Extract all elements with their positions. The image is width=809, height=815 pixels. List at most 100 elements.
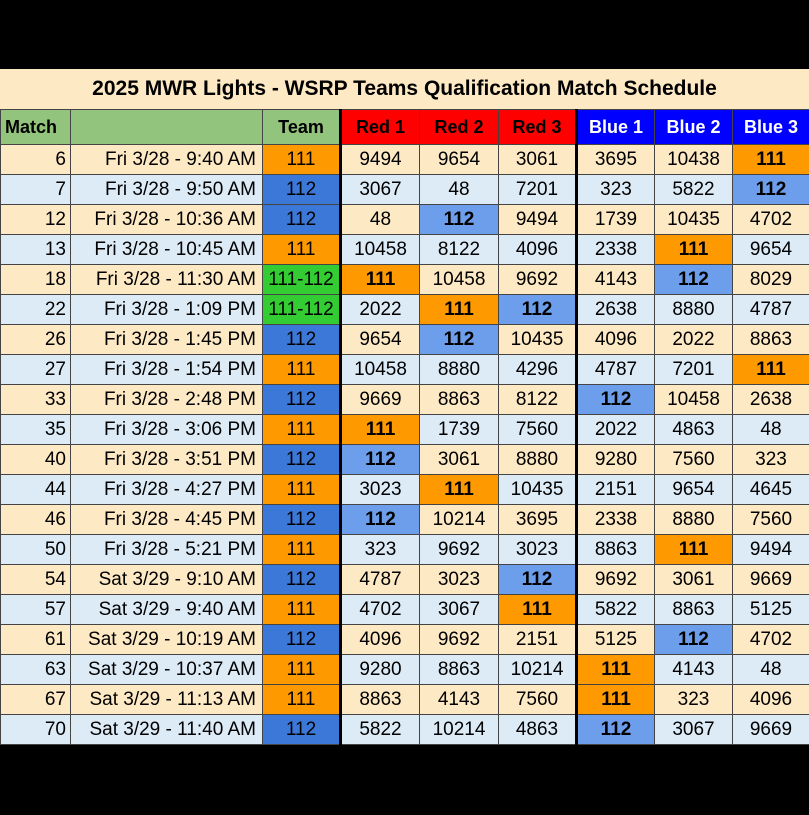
match-number: 7: [0, 174, 71, 205]
slot-red-3: 8122: [498, 384, 577, 415]
slot-red-2: 8122: [419, 234, 499, 265]
slot-red-2: 112: [419, 204, 499, 235]
match-time: Fri 3/28 - 11:30 AM: [70, 264, 263, 295]
match-number: 44: [0, 474, 71, 505]
slot-red-2: 3061: [419, 444, 499, 475]
slot-blue-3: 4702: [732, 204, 809, 235]
team-cell: 111-112: [262, 294, 341, 325]
match-time: Sat 3/29 - 9:40 AM: [70, 594, 263, 625]
match-time: Sat 3/29 - 11:40 AM: [70, 714, 263, 745]
slot-blue-3: 5125: [732, 594, 809, 625]
slot-blue-2: 111: [654, 534, 733, 565]
match-number: 22: [0, 294, 71, 325]
team-cell: 111: [262, 654, 341, 685]
slot-blue-3: 9654: [732, 234, 809, 265]
match-time: Fri 3/28 - 1:45 PM: [70, 324, 263, 355]
slot-blue-1: 2022: [575, 414, 655, 445]
slot-red-2: 9692: [419, 534, 499, 565]
match-number: 57: [0, 594, 71, 625]
team-cell: 111: [262, 684, 341, 715]
table-row: 6 Fri 3/28 - 9:40 AM 111 9494 9654 3061 3695 10…: [0, 144, 809, 175]
slot-blue-3: 4702: [732, 624, 809, 655]
slot-blue-2: 8880: [654, 504, 733, 535]
slot-blue-2: 112: [654, 624, 733, 655]
slot-red-1: 4702: [339, 594, 420, 625]
slot-blue-3: 2638: [732, 384, 809, 415]
slot-red-2: 4143: [419, 684, 499, 715]
slot-red-3: 111: [498, 594, 577, 625]
team-cell: 112: [262, 174, 341, 205]
match-number: 27: [0, 354, 71, 385]
slot-blue-3: 9669: [732, 714, 809, 745]
table-row: 50 Fri 3/28 - 5:21 PM 111 323 9692 3023 8863 11…: [0, 534, 809, 565]
slot-blue-2: 323: [654, 684, 733, 715]
slot-red-3: 7560: [498, 414, 577, 445]
slot-blue-2: 8863: [654, 594, 733, 625]
header-blue-2: Blue 2: [654, 109, 733, 145]
slot-blue-3: 48: [732, 654, 809, 685]
slot-red-2: 3067: [419, 594, 499, 625]
table-row: 27 Fri 3/28 - 1:54 PM 111 10458 8880 4296 4787…: [0, 354, 809, 385]
slot-blue-2: 3061: [654, 564, 733, 595]
team-cell: 112: [262, 384, 341, 415]
slot-red-1: 9280: [339, 654, 420, 685]
table-row: 67 Sat 3/29 - 11:13 AM 111 8863 4143 7560 111 3…: [0, 684, 809, 715]
team-cell: 111: [262, 474, 341, 505]
slot-blue-1: 5125: [575, 624, 655, 655]
match-number: 63: [0, 654, 71, 685]
match-time: Fri 3/28 - 2:48 PM: [70, 384, 263, 415]
table-row: 7 Fri 3/28 - 9:50 AM 112 3067 48 7201 323 5822 1…: [0, 174, 809, 205]
team-cell: 111: [262, 354, 341, 385]
match-number: 54: [0, 564, 71, 595]
slot-red-2: 111: [419, 474, 499, 505]
slot-red-3: 4096: [498, 234, 577, 265]
match-number: 33: [0, 384, 71, 415]
schedule-sheet: 2025 MWR Lights - WSRP Teams Qualificati…: [0, 69, 809, 745]
slot-red-3: 9494: [498, 204, 577, 235]
slot-blue-3: 48: [732, 414, 809, 445]
slot-blue-1: 9692: [575, 564, 655, 595]
match-number: 46: [0, 504, 71, 535]
team-cell: 111: [262, 414, 341, 445]
match-number: 6: [0, 144, 71, 175]
match-number: 67: [0, 684, 71, 715]
slot-blue-1: 3695: [575, 144, 655, 175]
slot-blue-1: 8863: [575, 534, 655, 565]
table-row: 61 Sat 3/29 - 10:19 AM 112 4096 9692 2151 5125…: [0, 624, 809, 655]
match-time: Sat 3/29 - 10:19 AM: [70, 624, 263, 655]
slot-blue-1: 112: [575, 714, 655, 745]
team-cell: 112: [262, 324, 341, 355]
slot-red-3: 3023: [498, 534, 577, 565]
match-time: Fri 3/28 - 10:36 AM: [70, 204, 263, 235]
match-time: Sat 3/29 - 10:37 AM: [70, 654, 263, 685]
schedule-title: 2025 MWR Lights - WSRP Teams Qualificati…: [0, 69, 809, 111]
slot-blue-3: 9669: [732, 564, 809, 595]
slot-blue-1: 112: [575, 384, 655, 415]
slot-red-1: 5822: [339, 714, 420, 745]
table-row: 13 Fri 3/28 - 10:45 AM 111 10458 8122 4096 233…: [0, 234, 809, 265]
match-number: 18: [0, 264, 71, 295]
slot-red-2: 10214: [419, 714, 499, 745]
slot-red-3: 4296: [498, 354, 577, 385]
team-cell: 112: [262, 714, 341, 745]
header-match: Match: [0, 109, 71, 145]
slot-red-1: 48: [339, 204, 420, 235]
slot-red-1: 2022: [339, 294, 420, 325]
slot-red-1: 111: [339, 264, 420, 295]
slot-blue-2: 111: [654, 234, 733, 265]
match-time: Fri 3/28 - 9:40 AM: [70, 144, 263, 175]
slot-red-2: 9654: [419, 144, 499, 175]
match-number: 13: [0, 234, 71, 265]
slot-red-3: 112: [498, 294, 577, 325]
slot-red-1: 4787: [339, 564, 420, 595]
table-row: 35 Fri 3/28 - 3:06 PM 111 111 1739 7560 2022 48…: [0, 414, 809, 445]
slot-blue-2: 10435: [654, 204, 733, 235]
slot-red-3: 10435: [498, 324, 577, 355]
match-time: Sat 3/29 - 9:10 AM: [70, 564, 263, 595]
slot-red-1: 8863: [339, 684, 420, 715]
match-number: 35: [0, 414, 71, 445]
slot-blue-1: 111: [575, 654, 655, 685]
slot-red-1: 3067: [339, 174, 420, 205]
slot-blue-2: 9654: [654, 474, 733, 505]
slot-red-1: 323: [339, 534, 420, 565]
